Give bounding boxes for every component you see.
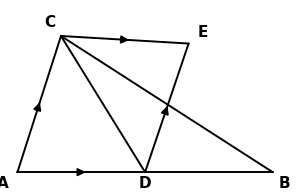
Text: A: A xyxy=(0,176,9,191)
Text: E: E xyxy=(197,25,208,40)
Text: B: B xyxy=(279,176,290,191)
Text: D: D xyxy=(139,176,152,191)
Text: C: C xyxy=(44,15,55,30)
